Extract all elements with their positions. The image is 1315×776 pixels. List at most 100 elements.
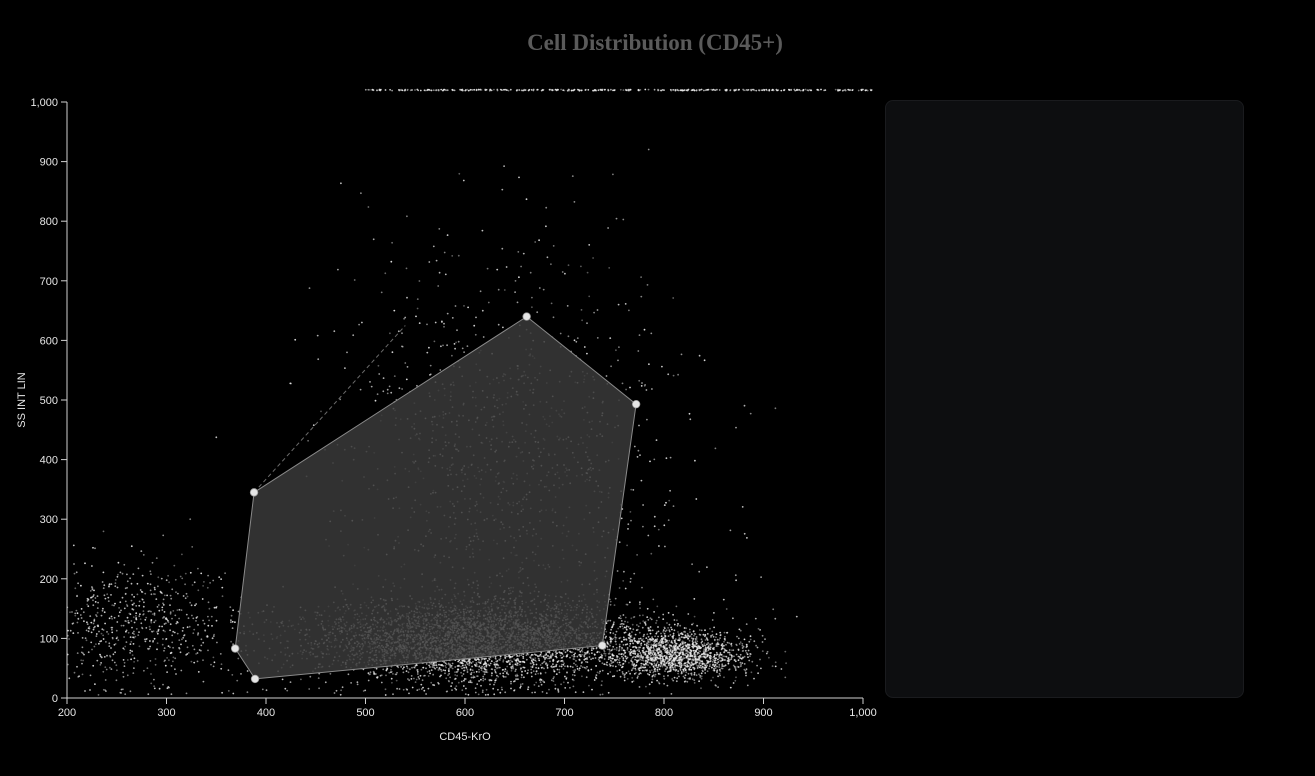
event-point	[369, 671, 372, 674]
event-point	[638, 631, 641, 634]
event-point	[718, 664, 721, 666]
event-point	[420, 668, 423, 671]
event-point	[734, 679, 737, 682]
event-point	[649, 671, 652, 674]
event-point	[335, 689, 338, 692]
event-point	[236, 679, 239, 682]
event-point	[627, 636, 630, 639]
event-point	[642, 638, 645, 640]
event-point	[432, 673, 435, 676]
event-point	[609, 631, 612, 634]
event-point	[497, 688, 499, 691]
event-point	[514, 680, 516, 682]
event-point	[498, 666, 501, 669]
event-point	[715, 645, 718, 647]
event-point	[510, 667, 513, 670]
event-point	[403, 666, 405, 669]
event-point	[485, 662, 488, 665]
event-point	[552, 677, 555, 680]
event-point	[590, 658, 592, 661]
event-point	[673, 629, 676, 632]
event-point	[572, 669, 575, 672]
event-point	[519, 668, 522, 671]
event-point	[652, 656, 655, 659]
event-point	[623, 626, 626, 629]
event-point	[564, 665, 566, 668]
event-point	[449, 676, 451, 679]
event-point	[609, 603, 612, 606]
event-point	[672, 653, 674, 655]
event-point	[532, 657, 534, 660]
event-point	[656, 668, 659, 671]
event-point	[449, 664, 452, 667]
event-point	[621, 647, 624, 649]
event-point	[657, 635, 659, 638]
event-point	[622, 614, 625, 616]
event-point	[626, 643, 629, 645]
event-point	[502, 660, 505, 663]
event-point	[630, 636, 633, 638]
event-point	[679, 644, 682, 647]
event-point	[609, 600, 612, 603]
event-point	[530, 654, 533, 657]
event-point	[289, 681, 292, 683]
event-point	[553, 676, 555, 678]
event-point	[622, 623, 625, 625]
event-point	[550, 657, 552, 659]
event-point	[629, 627, 632, 630]
event-point	[407, 671, 410, 674]
event-point	[524, 670, 527, 672]
event-point	[578, 658, 581, 661]
event-point	[721, 665, 724, 667]
event-point	[499, 659, 501, 661]
event-point	[719, 674, 721, 677]
event-point	[706, 643, 708, 646]
event-point	[700, 672, 703, 675]
event-point	[591, 652, 593, 654]
event-point	[445, 677, 448, 680]
event-point	[456, 665, 459, 667]
event-point	[747, 656, 749, 658]
event-point	[669, 634, 672, 636]
event-point	[710, 652, 712, 654]
event-point	[530, 665, 532, 668]
event-point	[653, 642, 656, 644]
event-point	[461, 675, 463, 677]
event-point	[667, 674, 669, 677]
event-point	[601, 693, 604, 696]
event-point	[641, 626, 644, 629]
event-point	[484, 671, 486, 673]
event-point	[476, 675, 479, 678]
event-point	[601, 669, 604, 672]
event-point	[668, 629, 671, 631]
event-point	[634, 633, 637, 636]
event-point	[420, 688, 423, 690]
event-point	[425, 667, 427, 670]
event-point	[611, 648, 614, 651]
event-point	[694, 639, 697, 641]
event-point	[605, 635, 607, 638]
event-point	[411, 666, 413, 669]
event-point	[522, 660, 525, 663]
event-point	[632, 616, 635, 619]
event-point	[730, 658, 733, 660]
event-point	[430, 681, 433, 684]
event-point	[619, 675, 622, 678]
event-point	[637, 653, 639, 655]
event-point	[596, 650, 599, 653]
event-point	[414, 681, 417, 683]
event-point	[382, 668, 385, 671]
event-point	[700, 667, 703, 669]
event-point	[410, 675, 413, 677]
event-point	[507, 673, 510, 676]
event-point	[746, 653, 749, 656]
event-point	[418, 688, 421, 691]
event-point	[748, 659, 751, 662]
event-point	[571, 654, 573, 657]
event-point	[711, 642, 714, 645]
event-point	[590, 649, 593, 651]
event-point	[711, 619, 714, 621]
event-point	[437, 669, 440, 671]
event-point	[609, 671, 612, 673]
